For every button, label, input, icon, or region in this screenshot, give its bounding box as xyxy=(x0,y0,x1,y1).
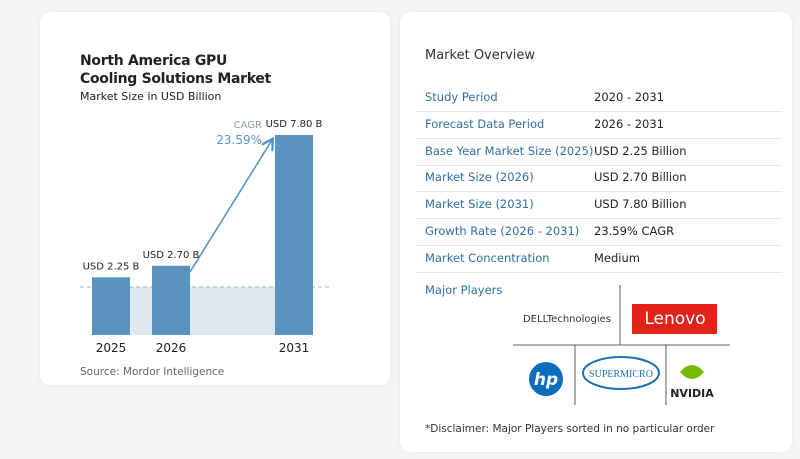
supermicro-logo-ring xyxy=(582,356,660,390)
cagr-label: CAGR xyxy=(234,120,262,131)
overview-value: USD 7.80 Billion xyxy=(594,197,687,212)
overview-value: Medium xyxy=(594,250,640,265)
x-tick-label: 2031 xyxy=(279,341,310,355)
x-tick-label: 2026 xyxy=(156,341,187,355)
player-logo: Lenovo xyxy=(644,309,705,329)
hp-logo-bg xyxy=(529,362,563,396)
bar xyxy=(275,135,313,335)
row-separator xyxy=(416,164,782,166)
overview-label: Base Year Market Size (2025) xyxy=(425,143,594,158)
overview-label: Study Period xyxy=(425,90,498,104)
overview-label: Forecast Data Period xyxy=(425,116,545,131)
overview-label: Market Concentration xyxy=(425,250,550,265)
value-label: USD 2.70 B xyxy=(143,250,200,261)
row-separator xyxy=(416,218,782,220)
player-logo: SUPERMICRO xyxy=(589,369,653,380)
overview-label: Market Size (2031) xyxy=(425,197,534,212)
row-separator xyxy=(416,111,782,112)
bar xyxy=(152,265,190,335)
overview-value: 2026 - 2031 xyxy=(594,116,664,131)
row-separator xyxy=(416,271,782,273)
source: Source: Mordor Intelligence xyxy=(80,366,225,378)
overview-value: 23.59% CAGR xyxy=(594,224,675,238)
nvidia-eye xyxy=(680,365,704,379)
row-separator xyxy=(416,245,782,246)
overview-card xyxy=(400,12,792,452)
row-separator xyxy=(416,191,782,193)
x-tick-label: 2025 xyxy=(96,341,127,355)
lenovo-logo-bg xyxy=(632,304,717,334)
cagr-value: 23.59% xyxy=(216,133,262,147)
overview-title: Market Overview xyxy=(425,48,536,63)
overview-label: Market Size (2026) xyxy=(425,170,534,185)
overview-value: USD 2.25 Billion xyxy=(594,143,687,158)
value-label: USD 2.25 B xyxy=(83,261,140,272)
players-title: Major Players xyxy=(425,283,503,297)
overview-value: USD 2.70 Billion xyxy=(594,170,687,185)
cagr-arrow xyxy=(189,140,272,273)
logo-grid xyxy=(513,285,730,405)
player-logo: NVIDIA xyxy=(670,387,714,400)
disclaimer: *Disclaimer: Major Players sorted in no … xyxy=(425,423,715,435)
bars: USD 2.25 B 2025 USD 2.70 B 2026 USD 7.80 B 20… xyxy=(83,119,323,355)
row-separator xyxy=(416,137,782,139)
overview-value: 2020 - 2031 xyxy=(594,90,664,104)
player-logo: hp xyxy=(534,370,558,390)
player-logo: DELLTechnologies xyxy=(523,314,611,325)
value-label: USD 7.80 B xyxy=(266,119,323,130)
chart-subtitle: Market Size in USD Billion xyxy=(80,90,222,103)
overview-label: Growth Rate (2026 - 2031) xyxy=(425,224,580,238)
chart-title: North America GPU Cooling Solutions Mark… xyxy=(80,53,271,87)
bar xyxy=(92,277,130,335)
